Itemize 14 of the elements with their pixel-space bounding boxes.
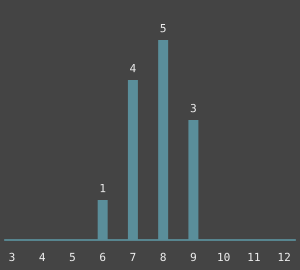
x-tick-label: 12	[278, 252, 290, 261]
x-tick-label: 5	[70, 252, 75, 262]
x-tick-label: 7	[130, 252, 136, 261]
x-tick-label: 6	[100, 252, 106, 262]
data-label: 1	[100, 184, 106, 192]
x-tick-label: 9	[190, 252, 196, 262]
data-label: 5	[160, 24, 166, 32]
data-label: 4	[130, 64, 136, 72]
data-label: 3	[190, 104, 196, 112]
x-tick-label: 10	[218, 252, 230, 262]
x-tick-label: 4	[39, 252, 46, 261]
x-tick-label: 8	[160, 252, 166, 262]
x-tick-label: 3	[9, 252, 14, 262]
x-tick-label: 11	[248, 252, 260, 261]
